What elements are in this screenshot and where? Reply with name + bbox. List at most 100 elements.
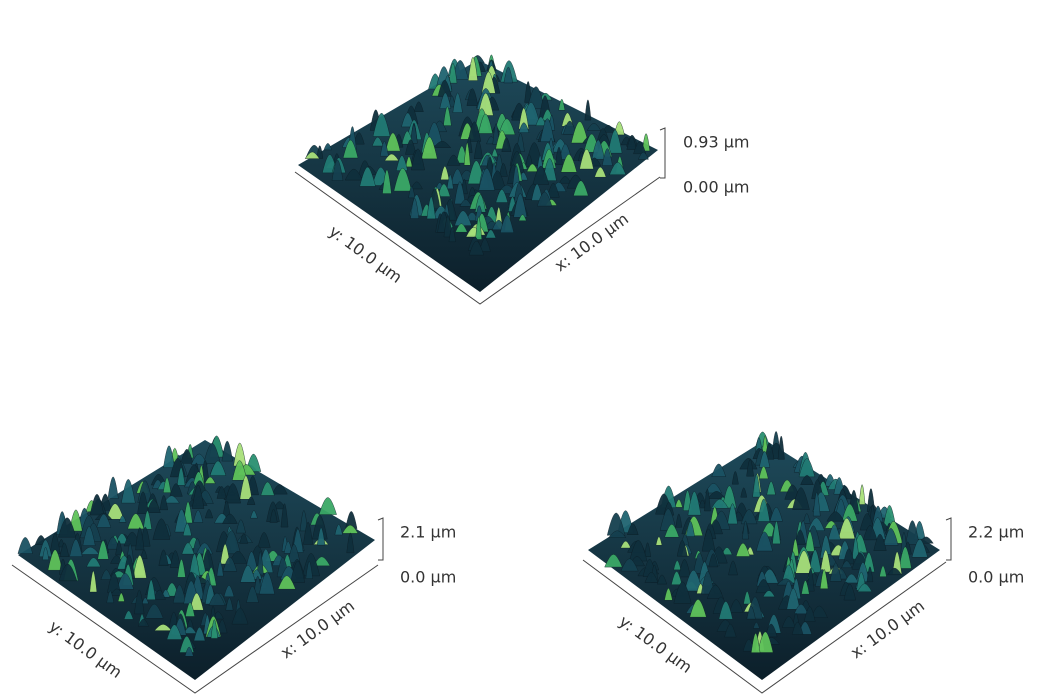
surface-peak — [606, 512, 626, 536]
surface-peak — [731, 471, 739, 485]
surface-peak — [828, 524, 841, 541]
surface-peak — [673, 581, 692, 604]
surface-peak — [803, 513, 811, 524]
surface-peak — [851, 536, 860, 560]
surface-peak — [209, 460, 227, 476]
surface-peak — [159, 495, 168, 511]
surface-peak — [153, 589, 166, 600]
surface-peak — [513, 193, 528, 218]
surface-peak — [204, 509, 214, 519]
surface-peak — [803, 606, 816, 622]
surface-peak — [163, 495, 180, 504]
surface-peak — [259, 571, 275, 595]
surface-peak — [193, 627, 206, 642]
z-min-label: 0.00 µm — [683, 178, 749, 197]
surface-peak — [277, 575, 296, 590]
surface-peak — [637, 151, 649, 160]
surface-peak — [740, 487, 748, 498]
surface-peak — [905, 520, 920, 545]
surface-peak — [182, 522, 192, 536]
z-bracket — [659, 127, 666, 179]
surface-peak — [518, 122, 530, 133]
surface-peak — [224, 483, 241, 504]
surface-peak — [221, 440, 233, 462]
surface-peak — [604, 554, 623, 568]
surface-peak — [501, 137, 512, 152]
surface-peak — [172, 584, 187, 604]
surface-peak — [518, 214, 527, 221]
surface-peak — [405, 139, 417, 155]
surface-peak — [547, 182, 560, 198]
surface-peak — [166, 624, 183, 640]
surface-peak — [491, 148, 499, 157]
surface-peak — [223, 585, 235, 598]
surface-peak — [240, 565, 256, 583]
surface-peak — [843, 583, 856, 601]
surface-peak — [140, 549, 148, 559]
surface-peak — [222, 556, 238, 572]
surface-peak — [384, 153, 400, 161]
surface-peak — [757, 498, 771, 522]
surface-peak — [573, 180, 589, 197]
surface-peak — [323, 143, 333, 151]
surface-peak — [313, 556, 331, 567]
surface-peak — [879, 565, 887, 577]
surface-peak — [602, 148, 613, 166]
surface-peak — [911, 538, 928, 558]
surface-peak — [711, 463, 727, 477]
surface-peak — [169, 483, 183, 497]
surface-peak — [180, 449, 194, 464]
surface-peak — [701, 528, 716, 552]
surface-peak — [250, 510, 258, 519]
surface-peak — [246, 496, 256, 505]
surface-peak — [689, 599, 707, 618]
surface-peak — [857, 583, 873, 592]
surface-peak — [188, 553, 201, 578]
surface-peak — [233, 442, 247, 467]
surface-peak — [862, 525, 878, 541]
surface-peak — [764, 442, 775, 460]
surface-peak — [602, 125, 615, 133]
surface-peak — [371, 136, 384, 147]
surface-peak — [380, 140, 389, 157]
surface-peak — [560, 154, 578, 173]
surface-peak — [786, 588, 801, 610]
surface-peak — [257, 532, 271, 548]
surface-peak — [729, 599, 744, 613]
surface-peak — [706, 584, 724, 599]
surface-peak — [772, 520, 781, 545]
surface-peak — [446, 154, 461, 166]
surface-peak — [185, 602, 195, 617]
y-axis-label: y: 10.0 µm — [46, 616, 126, 681]
surface-peak — [841, 503, 858, 522]
surface-peak — [629, 540, 648, 562]
surface-peak — [235, 519, 246, 534]
surface-peak — [591, 139, 605, 160]
surface-peak — [558, 98, 566, 111]
surface-peak — [176, 467, 186, 486]
surface-peak — [678, 559, 691, 578]
surface-peak — [405, 156, 413, 168]
surface-peak — [467, 56, 478, 81]
surface-peak — [858, 484, 866, 505]
surface-peak — [555, 146, 563, 165]
surface-peak — [459, 199, 472, 207]
surface-peak — [829, 562, 842, 582]
surface-peak — [141, 597, 149, 604]
surface-peak — [96, 513, 112, 528]
surface-peak — [80, 546, 100, 555]
surface-peak — [143, 510, 152, 530]
z-min-label: 0.0 µm — [968, 568, 1024, 587]
surface-peak — [217, 619, 228, 634]
surface-peak — [793, 604, 809, 615]
surface-peak — [525, 154, 534, 168]
surface-peak — [463, 142, 471, 166]
surface-peak — [344, 168, 363, 181]
surface-peak — [466, 88, 479, 106]
surface-peak — [798, 458, 816, 478]
surface-peak — [222, 513, 238, 524]
surface-peak — [334, 524, 343, 536]
surface-peak — [304, 151, 320, 159]
surface-peak — [393, 167, 412, 192]
surface-peak — [898, 546, 912, 569]
